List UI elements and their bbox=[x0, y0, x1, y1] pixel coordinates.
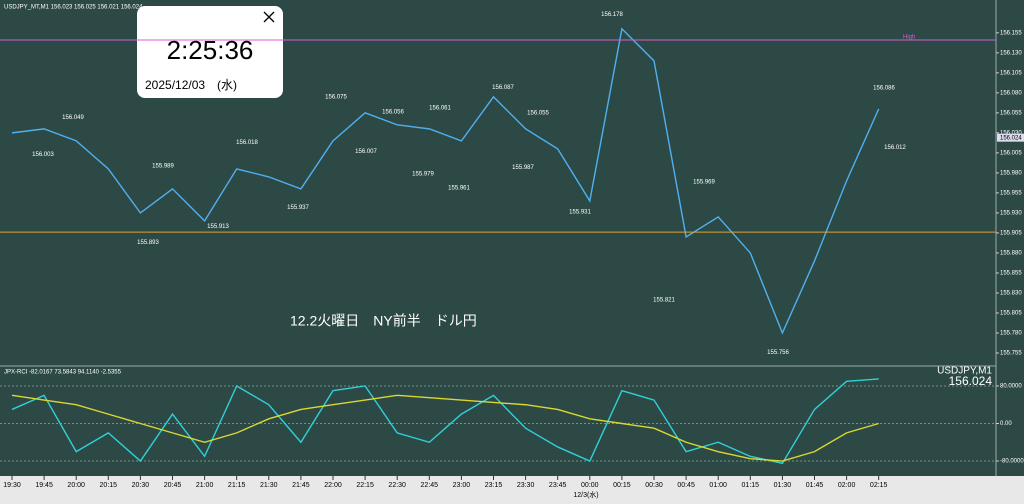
y-tick-label: 156.105 bbox=[1000, 70, 1022, 76]
x-tick-label: 01:45 bbox=[806, 482, 824, 489]
price-label: 155.893 bbox=[137, 240, 159, 246]
y-tick-label: 155.880 bbox=[1000, 251, 1022, 257]
y-tick-label: 155.855 bbox=[1000, 271, 1022, 277]
price-label: 155.821 bbox=[653, 298, 675, 304]
price-label: 155.937 bbox=[287, 205, 309, 211]
x-tick-label: 01:15 bbox=[742, 482, 760, 489]
price-label: 156.012 bbox=[884, 145, 906, 151]
y-tick-label: 155.805 bbox=[1000, 311, 1022, 317]
price-label: 155.961 bbox=[448, 186, 470, 192]
price-label: 156.178 bbox=[601, 12, 623, 18]
last-price: 156.024 bbox=[1000, 135, 1022, 141]
y-tick-label: 155.830 bbox=[1000, 291, 1022, 297]
date-label: 12/3(水) bbox=[573, 490, 598, 499]
chart-header: USDJPY_MT,M1 156.023 156.025 156.021 156… bbox=[4, 5, 143, 11]
y-tick-label: 156.155 bbox=[1000, 30, 1022, 36]
y-tick-label: 0.00 bbox=[1000, 421, 1012, 427]
x-tick-label: 23:15 bbox=[485, 482, 503, 489]
price-label: 156.075 bbox=[325, 94, 347, 100]
price-label: 156.061 bbox=[429, 106, 451, 112]
y-tick-label: 155.905 bbox=[1000, 231, 1022, 237]
price-label: 155.913 bbox=[207, 224, 229, 230]
date: 2025/12/03 (水) bbox=[145, 78, 237, 92]
price-label: 156.049 bbox=[62, 115, 84, 121]
price-label: 155.756 bbox=[767, 350, 789, 356]
y-tick-label: 155.930 bbox=[1000, 210, 1022, 216]
annotation: 12.2火曜日 NY前半 ドル円 bbox=[290, 313, 477, 329]
price-label: 155.931 bbox=[569, 210, 591, 216]
x-tick-label: 21:45 bbox=[292, 482, 310, 489]
price-label: 156.007 bbox=[355, 149, 377, 155]
price-line bbox=[11, 378, 879, 465]
price-label: 155.987 bbox=[512, 165, 534, 171]
y-tick-label: 155.980 bbox=[1000, 170, 1022, 176]
time-axis-bar bbox=[0, 476, 1024, 504]
price-label: 156.086 bbox=[873, 86, 895, 92]
x-tick-label: 00:30 bbox=[645, 482, 663, 489]
y-tick-label: 156.005 bbox=[1000, 150, 1022, 156]
x-tick-label: 01:30 bbox=[774, 482, 792, 489]
x-tick-label: 22:00 bbox=[324, 482, 342, 489]
price-label: 155.979 bbox=[412, 171, 434, 177]
y-tick-label: 155.955 bbox=[1000, 190, 1022, 196]
price-label: 155.989 bbox=[152, 163, 174, 169]
price-line bbox=[11, 27, 880, 335]
y-tick-label: 156.055 bbox=[1000, 110, 1022, 116]
x-tick-label: 21:30 bbox=[260, 482, 278, 489]
x-tick-label: 00:15 bbox=[613, 482, 631, 489]
price: 156.024 bbox=[949, 374, 993, 388]
x-tick-label: 02:00 bbox=[838, 482, 856, 489]
close-icon[interactable] bbox=[263, 11, 275, 23]
price-label: 156.056 bbox=[382, 110, 404, 116]
y-tick-label: -80.0000 bbox=[1000, 459, 1024, 465]
y-tick-label: 155.780 bbox=[1000, 331, 1022, 337]
last-price-box bbox=[997, 133, 1024, 142]
x-tick-label: 22:30 bbox=[388, 482, 406, 489]
x-tick-label: 22:15 bbox=[356, 482, 374, 489]
clock-box: 2:25:36 2025/12/03 (水) bbox=[137, 6, 283, 98]
y-tick-label: 156.030 bbox=[1000, 130, 1022, 136]
y-tick-label: 156.130 bbox=[1000, 50, 1022, 56]
price-label: 156.003 bbox=[32, 152, 54, 158]
price-label: 155.969 bbox=[693, 179, 715, 185]
x-tick-label: 23:30 bbox=[517, 482, 535, 489]
y-tick-label: 80.0000 bbox=[1000, 384, 1022, 390]
x-tick-label: 20:15 bbox=[100, 482, 118, 489]
x-tick-label: 23:00 bbox=[453, 482, 471, 489]
x-tick-label: 20:30 bbox=[132, 482, 150, 489]
x-tick-label: 02:15 bbox=[870, 482, 888, 489]
price-label: 156.087 bbox=[492, 85, 514, 91]
price-label: 156.055 bbox=[527, 110, 549, 116]
x-tick-label: 00:45 bbox=[677, 482, 695, 489]
symbol: USDJPY,M1 bbox=[937, 366, 992, 377]
x-tick-label: 20:00 bbox=[67, 482, 85, 489]
y-tick-label: 156.080 bbox=[1000, 90, 1022, 96]
level-label: High bbox=[903, 35, 915, 41]
x-tick-label: 00:00 bbox=[581, 482, 599, 489]
x-tick-label: 23:45 bbox=[549, 482, 567, 489]
y-tick-label: 155.755 bbox=[1000, 351, 1022, 357]
x-tick-label: 21:15 bbox=[228, 482, 246, 489]
rci-header: JPX-RCI -82.0167 73.5843 94.1140 -2.5355 bbox=[4, 370, 122, 376]
price-line bbox=[11, 394, 879, 462]
price-label: 156.018 bbox=[236, 140, 258, 146]
clock: 2:25:36 bbox=[167, 35, 254, 65]
x-tick-label: 22:45 bbox=[421, 482, 439, 489]
x-tick-label: 01:00 bbox=[709, 482, 727, 489]
x-tick-label: 21:00 bbox=[196, 482, 214, 489]
x-tick-label: 19:30 bbox=[3, 482, 21, 489]
x-tick-label: 19:45 bbox=[35, 482, 53, 489]
x-tick-label: 20:45 bbox=[164, 482, 182, 489]
clock-panel bbox=[137, 6, 283, 98]
